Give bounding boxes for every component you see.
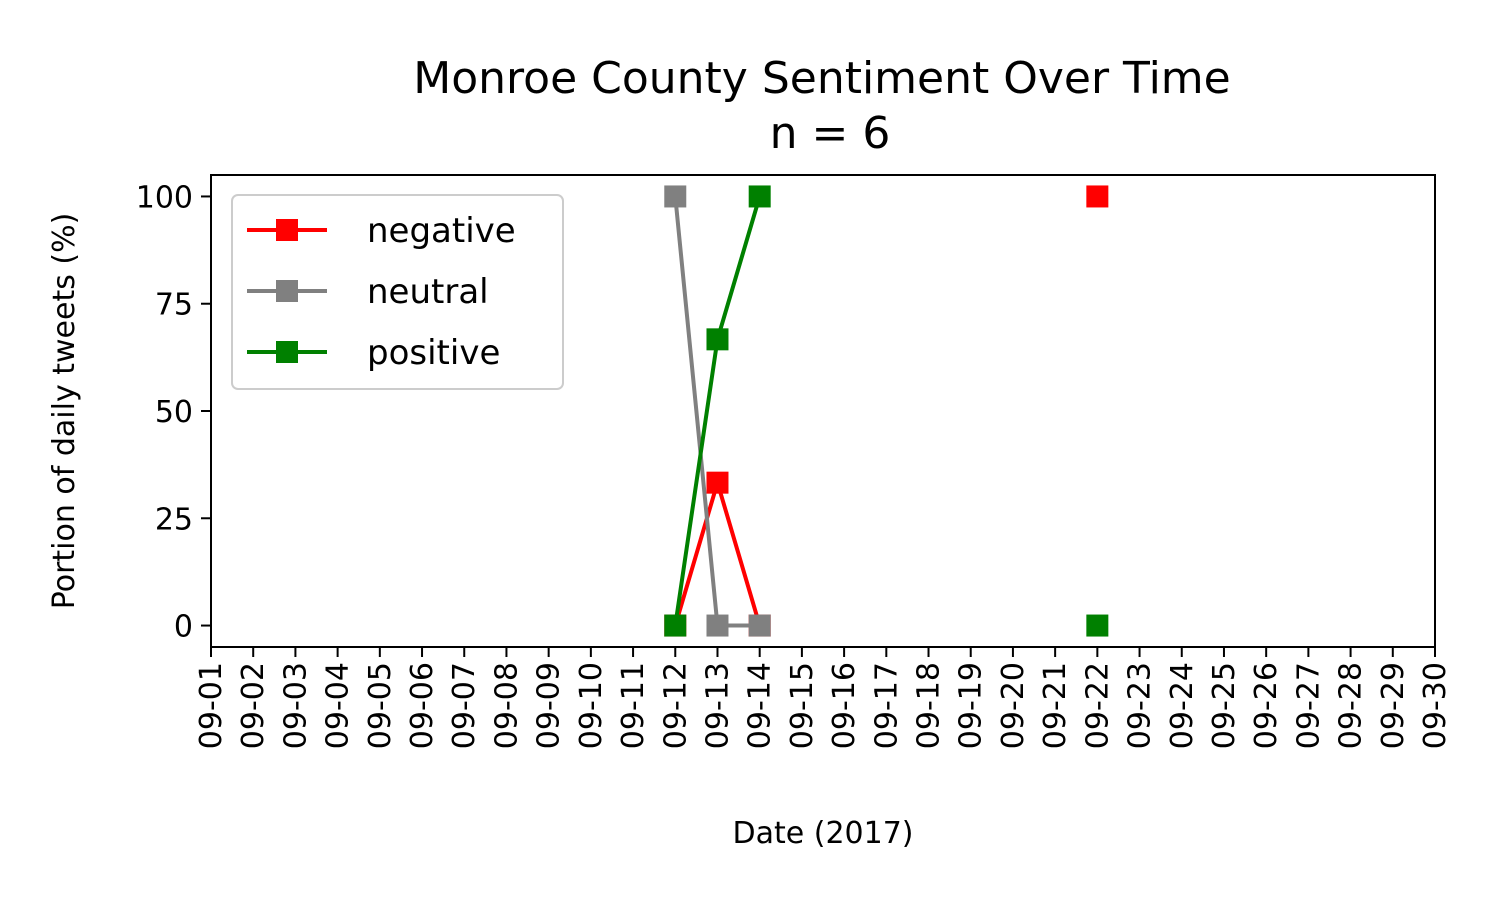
chart-title: Monroe County Sentiment Over Time	[413, 53, 1230, 104]
x-tick-label: 09-25	[1207, 662, 1242, 749]
data-point-negative	[1086, 185, 1109, 208]
x-tick-label: 09-06	[405, 662, 440, 749]
x-tick-label: 09-11	[616, 662, 651, 749]
x-tick-label: 09-21	[1038, 662, 1073, 749]
legend-marker-neutral	[276, 280, 298, 302]
x-tick-label: 09-03	[278, 662, 313, 749]
plot-area	[664, 185, 1109, 637]
x-tick-label: 09-09	[532, 662, 567, 749]
data-point-negative	[706, 471, 729, 494]
x-tick-label: 09-19	[954, 662, 989, 749]
plot-frame	[210, 174, 1436, 648]
data-point-neutral	[664, 185, 687, 208]
data-point-neutral	[748, 614, 771, 637]
y-tick-label: 25	[155, 502, 193, 537]
legend-marker-negative	[276, 219, 298, 241]
x-tick-label: 09-15	[785, 662, 820, 749]
x-tick-label: 09-22	[1080, 662, 1115, 749]
legend-marker-positive	[276, 341, 298, 363]
y-tick-label: 0	[174, 610, 193, 645]
legend-label-positive: positive	[367, 333, 500, 373]
data-point-positive	[1086, 614, 1109, 637]
data-point-positive	[748, 185, 771, 208]
x-tick-label: 09-27	[1291, 662, 1326, 749]
data-point-positive	[664, 614, 687, 637]
x-tick-label: 09-23	[1123, 662, 1158, 749]
x-axis: 09-01 09-02 09-03 09-04 09-05 09-06 09-07 09-08…	[194, 647, 1453, 749]
x-tick-label: 09-01	[194, 662, 229, 749]
y-tick-label: 100	[136, 180, 193, 215]
x-tick-label: 09-28	[1334, 662, 1369, 749]
chart-subtitle: n = 6	[770, 108, 891, 159]
x-tick-label: 09-13	[700, 662, 735, 749]
data-point-positive	[706, 328, 729, 351]
legend-box	[231, 194, 564, 390]
y-axis: 0 25 50 75 100	[136, 180, 211, 645]
x-axis-label: Date (2017)	[733, 816, 914, 851]
y-tick-label: 50	[155, 395, 193, 430]
x-tick-label: 09-04	[321, 662, 356, 749]
y-axis-label: Portion of daily tweets (%)	[47, 213, 82, 610]
x-tick-label: 09-30	[1418, 662, 1453, 749]
legend-label-negative: negative	[367, 211, 516, 251]
x-tick-label: 09-10	[574, 662, 609, 749]
x-tick-label: 09-05	[363, 662, 398, 749]
x-tick-label: 09-07	[447, 662, 482, 749]
x-tick-label: 09-14	[743, 662, 778, 749]
y-tick-label: 75	[155, 288, 193, 323]
legend-label-neutral: neutral	[367, 272, 489, 312]
x-tick-label: 09-20	[996, 662, 1031, 749]
x-tick-label: 09-17	[869, 662, 904, 749]
x-tick-label: 09-26	[1249, 662, 1284, 749]
x-tick-label: 09-08	[489, 662, 524, 749]
legend: negative neutral positive	[231, 194, 564, 390]
data-point-neutral	[706, 614, 729, 637]
x-tick-label: 09-16	[827, 662, 862, 749]
x-tick-label: 09-18	[912, 662, 947, 749]
x-tick-label: 09-29	[1376, 662, 1411, 749]
x-tick-label: 09-24	[1165, 662, 1200, 749]
x-tick-label: 09-12	[658, 662, 693, 749]
x-tick-label: 09-02	[236, 662, 271, 749]
